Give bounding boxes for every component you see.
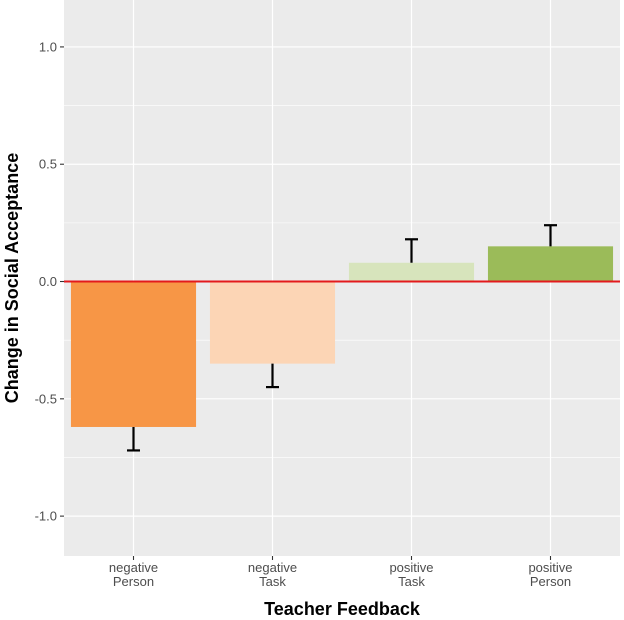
error-bars	[127, 224, 557, 452]
x-tick-label-line: positive	[528, 560, 572, 575]
x-tick-label-line: Person	[113, 574, 154, 589]
bar-negative-task	[209, 281, 336, 364]
error-bar-positive-person	[544, 224, 557, 247]
error-bar-positive-task	[405, 238, 418, 263]
x-tick-label-line: negative	[109, 560, 158, 575]
x-tick-label-line: Task	[398, 574, 425, 589]
x-tick-label: positive Person	[528, 560, 572, 589]
y-axis-title: Change in Social Acceptance	[2, 153, 22, 403]
error-bar-negative-task	[266, 363, 279, 389]
bar-positive-person	[487, 246, 614, 282]
x-tick-label-line: Person	[530, 574, 571, 589]
x-tick-label: negative Person	[109, 560, 158, 589]
y-tick-label: -0.5	[35, 391, 57, 406]
x-tick-label: positive Task	[389, 560, 433, 589]
x-tick-label-line: negative	[248, 560, 297, 575]
x-tick-label: negative Task	[248, 560, 297, 589]
x-tick-label-line: Task	[259, 574, 286, 589]
y-tick-label: 0.5	[39, 157, 57, 172]
x-tick-label-line: positive	[389, 560, 433, 575]
bars	[70, 246, 614, 427]
y-tick-label: 1.0	[39, 39, 57, 54]
bar-positive-task	[348, 262, 475, 282]
bar-negative-person	[70, 281, 197, 427]
y-tick-label: 0.0	[39, 274, 57, 289]
y-tick-label: -1.0	[35, 509, 57, 524]
y-axis-ticks: -1.0 -0.5 0.0 0.5 1.0	[35, 39, 64, 524]
x-axis-title: Teacher Feedback	[264, 599, 421, 619]
error-bar-negative-person	[127, 426, 140, 452]
